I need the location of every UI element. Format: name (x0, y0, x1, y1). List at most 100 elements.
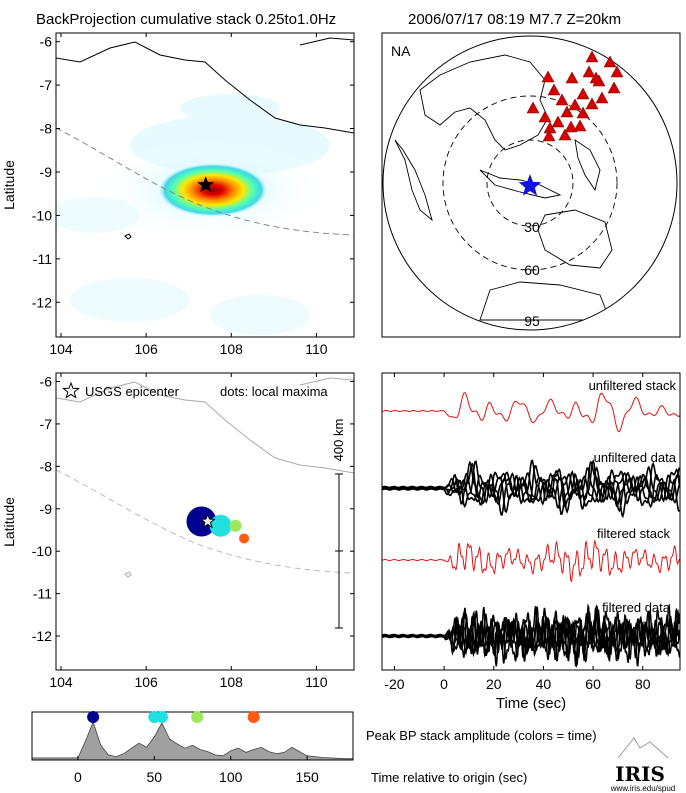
station-triangle (576, 87, 590, 100)
x-tick-label: 50 (146, 769, 162, 785)
station-triangle (585, 50, 599, 63)
island (124, 571, 132, 578)
landmass-australia (537, 209, 613, 269)
map-top-ticks: 104 106 108 110 -6 -7 -8 -9 -10 -11 -12 (32, 33, 354, 357)
x-tick-label: 106 (134, 341, 158, 357)
x-tick-label: 40 (536, 676, 552, 692)
traces-xlabel: Time (sec) (496, 695, 566, 712)
station-triangle (542, 129, 556, 142)
globe-frame (381, 32, 681, 338)
epicenter-star (197, 176, 215, 193)
station-triangle (526, 101, 540, 114)
x-tick-label: 150 (295, 769, 319, 785)
panel-map-bottom: 400 km USGS epicenter dots: local maxima… (1, 372, 355, 690)
trench-line (56, 127, 354, 236)
y-tick-label: -9 (40, 501, 53, 517)
station-triangle (568, 98, 582, 111)
panel-globe: NA 30 60 95 (381, 32, 681, 338)
x-tick-label: 104 (49, 341, 73, 357)
peak-dot (191, 711, 204, 723)
y-tick-label: -7 (40, 416, 53, 432)
station-triangle (582, 65, 596, 78)
bp-hotspot (158, 163, 268, 217)
station-triangle (551, 115, 565, 128)
map-bottom-ylabel: Latitude (1, 497, 17, 547)
map-frame (55, 32, 355, 338)
x-tick-label: 0 (74, 769, 82, 785)
station-triangle (603, 55, 617, 68)
y-tick-label: -10 (32, 207, 52, 223)
amplitude-peaks (87, 711, 260, 723)
amplitude-label: Peak BP stack amplitude (colors = time) (366, 728, 597, 743)
logo-url: www.iris.edu/spud (610, 784, 675, 793)
panel-map-top: 104 106 108 110 -6 -7 -8 -9 -10 -11 -12 Latitude (1, 32, 355, 357)
station-triangle (589, 71, 603, 84)
trace-label: filtered data (602, 600, 671, 615)
bg-blob (210, 295, 310, 335)
island (124, 233, 132, 240)
local-maximum-dot (186, 506, 217, 537)
traces-ticks: -20 0 20 40 60 80 (384, 373, 651, 692)
scale-label: 400 km (331, 419, 346, 462)
station-triangle (560, 105, 574, 118)
y-tick-label: -6 (40, 34, 53, 50)
coastline (56, 41, 354, 134)
amplitude-xlabel: Time relative to origin (sec) (371, 770, 527, 785)
distance-ring-30 (486, 139, 574, 227)
bg-blob (180, 94, 280, 122)
peak-dot (247, 711, 260, 723)
landmass-asia (419, 54, 549, 151)
logo-mountain-icon (617, 737, 669, 759)
peak-dot (155, 711, 168, 723)
trace-label: unfiltered data (594, 450, 677, 465)
peak-dot (87, 711, 100, 723)
header-event-info: 2006/07/17 08:19 M7.7 Z=20km (408, 11, 621, 28)
local-maximum-dot (229, 519, 242, 532)
amplitude-area (32, 721, 353, 760)
x-tick-label: 60 (585, 676, 601, 692)
station-triangle (541, 70, 555, 83)
trench-line (56, 469, 354, 574)
y-tick-label: -8 (40, 121, 53, 137)
local-maximum-dot (209, 514, 232, 537)
legend-dots-label: dots: local maxima (220, 384, 328, 399)
landmass (574, 139, 601, 192)
distance-label: 60 (524, 262, 540, 278)
y-tick-label: -12 (32, 294, 52, 310)
y-tick-label: -7 (40, 77, 53, 93)
x-tick-label: 110 (305, 674, 328, 690)
station-triangle (555, 93, 569, 106)
landmass-indonesia (479, 169, 562, 199)
x-tick-label: 0 (440, 676, 448, 692)
iris-logo: IRIS www.iris.edu/spud (610, 737, 675, 793)
x-tick-label: 80 (635, 676, 651, 692)
x-tick-label: 110 (305, 341, 328, 357)
globe-label: NA (391, 43, 411, 59)
filtered-stack-trace (382, 539, 680, 582)
x-tick-label: 106 (134, 674, 158, 690)
y-tick-label: -9 (40, 164, 53, 180)
panel-traces: unfiltered stack unfiltered data filtere… (381, 372, 681, 712)
local-maximum-dot (239, 533, 250, 544)
station-triangle (564, 120, 578, 133)
trace-label: unfiltered stack (589, 378, 677, 393)
amplitude-frame (31, 711, 354, 761)
unfiltered-data-trace (382, 459, 680, 514)
panel-amplitude: 0 50 100 150 Peak BP stack amplitude (color… (31, 711, 597, 785)
traces-frame (381, 372, 681, 671)
x-tick-label: -20 (384, 676, 404, 692)
unfiltered-stack-trace (382, 392, 680, 433)
y-tick-label: -11 (33, 586, 52, 602)
epicenter-star (199, 513, 216, 529)
globe-outline (382, 35, 678, 331)
station-triangle (573, 119, 587, 132)
trace-label: filtered stack (597, 526, 670, 541)
station-triangle (558, 128, 572, 141)
station-triangle (565, 71, 579, 84)
station-triangle (607, 81, 621, 94)
y-tick-label: -12 (32, 628, 52, 644)
station-triangle (610, 65, 624, 78)
station-triangle (538, 110, 552, 123)
distance-ring-60 (442, 95, 618, 271)
legend-star-icon (62, 381, 80, 399)
